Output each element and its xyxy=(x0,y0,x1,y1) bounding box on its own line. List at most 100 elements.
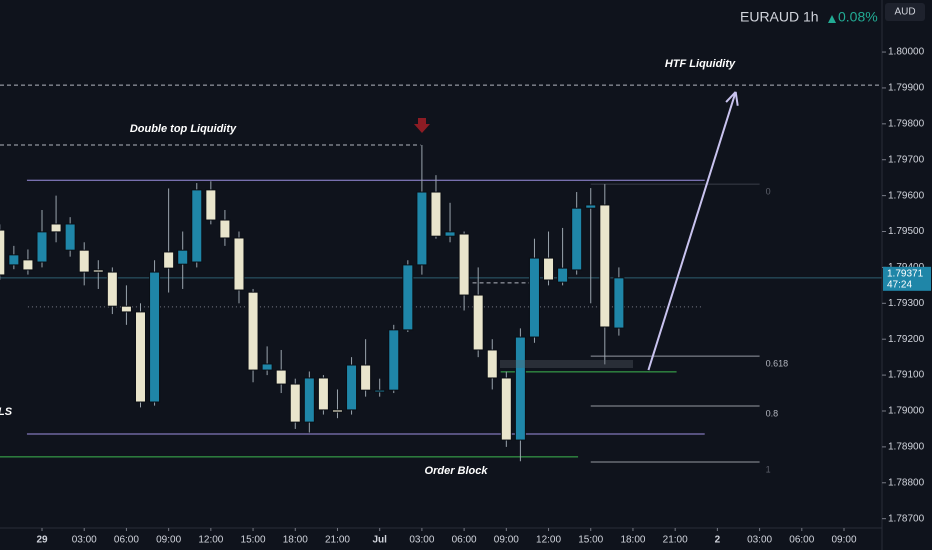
fib-label: 0.8 xyxy=(766,408,779,418)
y-tick-label: 1.79300 xyxy=(888,298,925,309)
y-tick-label: 1.78700 xyxy=(888,513,925,524)
candle-body xyxy=(134,311,146,403)
candle-body xyxy=(486,349,498,379)
x-tick-label: 03:00 xyxy=(409,535,434,546)
x-tick-label: 06:00 xyxy=(114,535,139,546)
candle-body xyxy=(458,233,470,296)
x-tick-label: 15:00 xyxy=(241,535,266,546)
candle-body xyxy=(331,409,343,413)
candle-body xyxy=(233,237,245,291)
candle-body xyxy=(247,291,259,371)
y-tick-label: 1.78900 xyxy=(888,442,925,453)
candle-body xyxy=(430,191,442,237)
x-tick-label: 06:00 xyxy=(789,535,814,546)
candle-body xyxy=(416,191,428,266)
annotation: HTF Liquidity xyxy=(665,58,736,70)
candle-body xyxy=(514,336,526,441)
fib-label: 0 xyxy=(766,187,771,197)
candle-body xyxy=(0,229,6,276)
candle-body xyxy=(388,329,400,391)
candle-body xyxy=(303,377,315,423)
x-tick-label: 2 xyxy=(715,535,721,546)
candle-body xyxy=(289,383,301,423)
x-tick-label: 18:00 xyxy=(620,535,645,546)
x-tick-label: 15:00 xyxy=(578,535,603,546)
fib-label: 0.618 xyxy=(766,358,789,368)
candle-body xyxy=(444,231,456,237)
x-tick-label: 09:00 xyxy=(156,535,181,546)
candle-body xyxy=(149,271,161,403)
candle-body xyxy=(374,389,386,393)
candle-body xyxy=(106,271,118,307)
candle-body xyxy=(191,189,203,263)
annotation: LS xyxy=(0,406,13,418)
candle-body xyxy=(500,377,512,441)
candle-body xyxy=(585,204,597,209)
x-tick-label: 21:00 xyxy=(663,535,688,546)
candle-body xyxy=(360,364,372,391)
candle-body xyxy=(22,259,34,271)
candle-body xyxy=(528,257,540,338)
candle-body xyxy=(92,269,104,273)
candle-body xyxy=(599,204,611,328)
annotation: Double top Liquidity xyxy=(130,123,237,135)
candle-body xyxy=(163,251,175,269)
change: 0.08% xyxy=(838,9,878,25)
arrow-line xyxy=(647,91,737,371)
y-tick-label: 1.79900 xyxy=(888,83,925,94)
y-tick-label: 1.79200 xyxy=(888,334,925,345)
x-tick-label: 12:00 xyxy=(536,535,561,546)
candle-body xyxy=(275,369,287,385)
candle-body xyxy=(120,305,132,313)
x-tick-label: 18:00 xyxy=(283,535,308,546)
candle-body xyxy=(219,219,231,239)
y-tick-label: 1.79100 xyxy=(888,370,925,381)
currency-box xyxy=(885,3,925,21)
candle-body xyxy=(261,363,273,371)
candle-body xyxy=(177,249,189,265)
x-tick-label: 21:00 xyxy=(325,535,350,546)
candle-body xyxy=(205,189,217,221)
y-tick-label: 1.80000 xyxy=(888,47,925,58)
arrow-head xyxy=(725,91,737,103)
x-tick-label: Jul xyxy=(372,535,387,546)
y-tick-label: 1.79000 xyxy=(888,406,925,417)
x-tick-label: 09:00 xyxy=(831,535,856,546)
fib-label: 1 xyxy=(766,464,771,474)
y-tick-label: 1.78800 xyxy=(888,477,925,488)
last-price: 1.79371 xyxy=(887,268,924,279)
candle-body xyxy=(8,254,20,266)
plot-area xyxy=(0,84,882,463)
x-tick-label: 03:00 xyxy=(72,535,97,546)
x-tick-label: 06:00 xyxy=(452,535,477,546)
arrow-head xyxy=(734,91,739,106)
candle-body xyxy=(346,364,358,411)
candle-body xyxy=(402,264,414,331)
countdown: 47:24 xyxy=(887,279,912,290)
candle-body xyxy=(472,294,484,351)
candle-body xyxy=(571,207,583,271)
candle-body xyxy=(613,277,625,329)
x-tick-label: 03:00 xyxy=(747,535,772,546)
candle-body xyxy=(64,223,76,251)
symbol: EURAUD 1h xyxy=(740,9,819,25)
candle-body xyxy=(50,223,62,233)
annotation: Order Block xyxy=(425,465,489,477)
x-tick-label: 29 xyxy=(36,535,48,546)
x-tick-label: 09:00 xyxy=(494,535,519,546)
y-tick-label: 1.79500 xyxy=(888,226,925,237)
y-tick-label: 1.79800 xyxy=(888,118,925,129)
x-tick-label: 12:00 xyxy=(198,535,223,546)
up-triangle xyxy=(828,15,836,23)
candle-body xyxy=(557,267,569,283)
y-tick-label: 1.79700 xyxy=(888,154,925,165)
candle-body xyxy=(543,257,555,281)
candle-body xyxy=(317,377,329,411)
candle-body xyxy=(36,231,48,263)
y-tick-label: 1.79600 xyxy=(888,190,925,201)
currency: AUD xyxy=(894,7,915,18)
last-price-box xyxy=(883,266,931,291)
down-arrow-icon xyxy=(414,118,430,133)
